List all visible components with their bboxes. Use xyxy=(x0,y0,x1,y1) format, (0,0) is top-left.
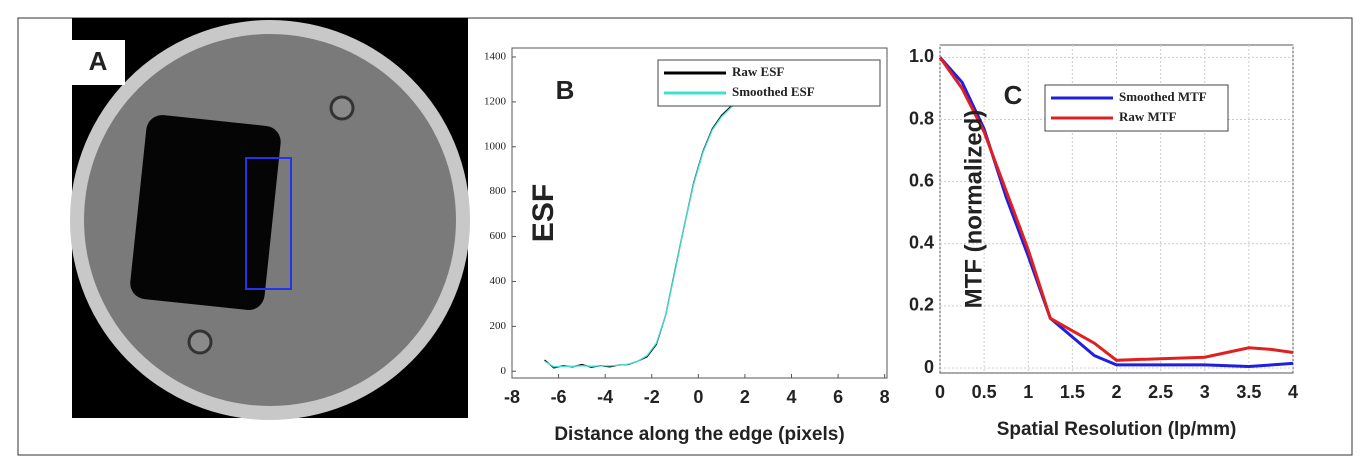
y-axis-label: ESF xyxy=(527,184,560,242)
legend-label: Raw MTF xyxy=(1119,109,1176,124)
legend-box xyxy=(657,59,881,107)
y-tick-label: 0.6 xyxy=(909,170,934,190)
x-tick-label: -8 xyxy=(504,387,520,407)
x-tick-label: -4 xyxy=(597,387,613,407)
legend-label: Smoothed ESF xyxy=(732,84,815,99)
series-line xyxy=(938,56,1294,362)
panel-label-box xyxy=(72,40,125,85)
x-tick-label: 1 xyxy=(1023,382,1033,402)
roi-box xyxy=(245,157,292,290)
y-tick-label: 0 xyxy=(501,365,507,377)
series-line xyxy=(544,100,741,368)
x-tick-label: 2 xyxy=(1111,382,1121,402)
x-tick-label: -2 xyxy=(644,387,660,407)
marker-hole xyxy=(187,329,213,355)
x-tick-label: 4 xyxy=(786,387,796,407)
y-tick-label: 1400 xyxy=(484,51,507,63)
y-axis-label: MTF (normalized) xyxy=(960,110,987,309)
x-tick-label: 0 xyxy=(935,382,945,402)
x-axis-label: Distance along the edge (pixels) xyxy=(554,424,844,445)
x-tick-label: 2 xyxy=(740,387,750,407)
x-tick-label: 3 xyxy=(1200,382,1210,402)
legend-label: Smoothed MTF xyxy=(1119,89,1207,104)
x-axis-label: Spatial Resolution (lp/mm) xyxy=(997,419,1237,440)
y-tick-label: 0 xyxy=(924,357,934,377)
y-tick-label: 0.4 xyxy=(909,233,934,253)
y-tick-label: 1000 xyxy=(484,140,507,152)
panel-label: A xyxy=(89,46,108,76)
y-tick-label: 1200 xyxy=(484,95,507,107)
panel-label: C xyxy=(1004,80,1023,110)
x-tick-label: 0.5 xyxy=(972,382,997,402)
x-tick-label: -6 xyxy=(551,387,567,407)
legend-box xyxy=(1044,84,1229,132)
y-tick-label: 600 xyxy=(490,230,507,242)
panel-a-image: A xyxy=(70,18,470,420)
panel-label: B xyxy=(556,75,575,105)
insert xyxy=(130,115,281,311)
x-tick-label: 2.5 xyxy=(1148,382,1173,402)
legend-label: Raw ESF xyxy=(732,64,784,79)
y-tick-label: 1.0 xyxy=(909,46,934,66)
y-tick-label: 800 xyxy=(490,185,507,197)
marker-hole xyxy=(329,95,355,121)
x-tick-label: 1.5 xyxy=(1060,382,1085,402)
x-tick-label: 8 xyxy=(880,387,890,407)
y-tick-label: 0.2 xyxy=(909,295,934,315)
x-tick-label: 6 xyxy=(833,387,843,407)
y-tick-label: 0.8 xyxy=(909,108,934,128)
x-tick-label: 4 xyxy=(1288,382,1298,402)
x-tick-label: 3.5 xyxy=(1236,382,1261,402)
x-tick-label: 0 xyxy=(693,387,703,407)
y-tick-label: 400 xyxy=(490,275,507,287)
y-tick-label: 200 xyxy=(490,320,507,332)
